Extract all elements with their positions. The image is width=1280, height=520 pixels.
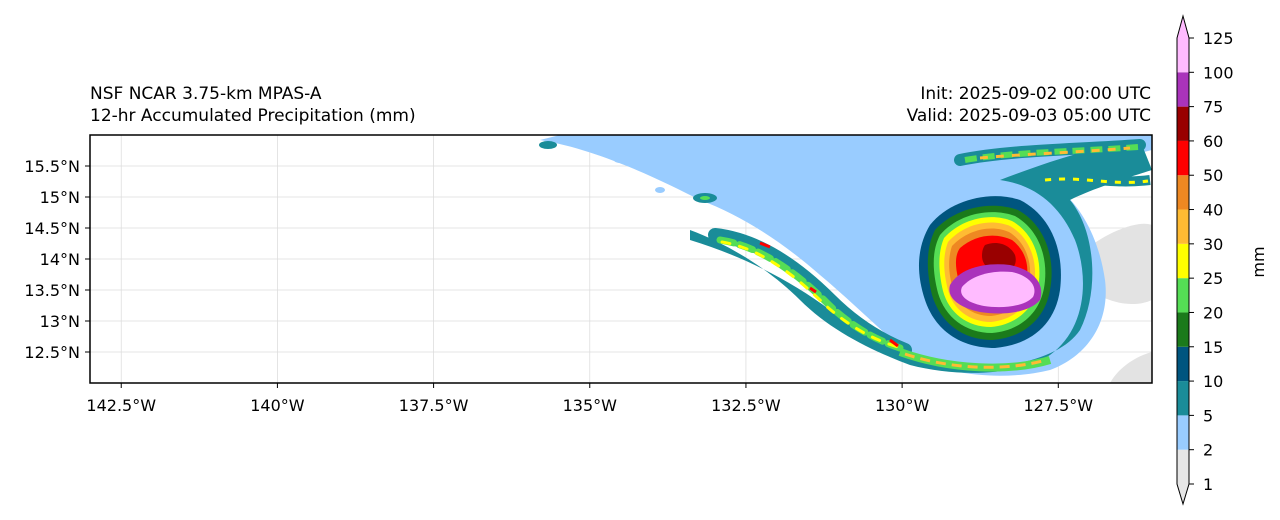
lat-tick-label: 12.5°N	[24, 343, 80, 362]
colorbar-tick-label: 30	[1203, 235, 1223, 254]
colorbar-segment	[1177, 415, 1189, 450]
init-time-label: Init: 2025-09-02 00:00 UTC	[920, 84, 1151, 104]
lon-tick-label: 137.5°W	[399, 396, 469, 415]
colorbar-tick-label: 125	[1203, 29, 1234, 48]
colorbar-tick-label: 20	[1203, 303, 1223, 322]
colorbar-segment	[1177, 175, 1189, 210]
precipitation-field	[539, 135, 1152, 383]
colorbar-segment	[1177, 16, 1189, 73]
colorbar-tick-label: 1	[1203, 475, 1213, 494]
map-subtitle: 12-hr Accumulated Precipitation (mm)	[90, 106, 416, 126]
colorbar-tick-label: 40	[1203, 201, 1223, 220]
colorbar-tick-label: 2	[1203, 441, 1213, 460]
colorbar-segment	[1177, 449, 1189, 504]
colorbar-segment	[1177, 312, 1189, 347]
map-title: NSF NCAR 3.75-km MPAS-A	[90, 84, 322, 104]
lat-tick-label: 14°N	[40, 250, 80, 269]
colorbar-label: mm	[1249, 246, 1268, 277]
colorbar-segment	[1177, 140, 1189, 176]
colorbar-tick-label: 10	[1203, 372, 1223, 391]
colorbar-tick-label: 60	[1203, 132, 1223, 151]
lon-tick-label: 135°W	[563, 396, 618, 415]
lon-tick-label: 130°W	[875, 396, 930, 415]
lat-tick-label: 13°N	[40, 312, 80, 331]
colorbar-segment	[1177, 72, 1189, 107]
colorbar-segment	[1177, 209, 1189, 244]
colorbar-tick-label: 15	[1203, 338, 1223, 357]
colorbar-segment	[1177, 346, 1189, 382]
rainband-streaks	[539, 139, 1151, 372]
colorbar-segment	[1177, 243, 1189, 279]
colorbar-segment	[1177, 106, 1189, 141]
lat-tick-label: 14.5°N	[24, 219, 80, 238]
lat-tick-label: 15.5°N	[24, 157, 80, 176]
precip-contour-1mm-se	[1110, 352, 1152, 383]
colorbar-tick-label: 75	[1203, 98, 1223, 117]
lon-tick-label: 132.5°W	[711, 396, 781, 415]
lat-tick-label: 15°N	[40, 188, 80, 207]
valid-time-label: Valid: 2025-09-03 05:00 UTC	[906, 106, 1151, 126]
lon-tick-label: 140°W	[250, 396, 305, 415]
colorbar-tick-label: 100	[1203, 63, 1234, 82]
colorbar-segment	[1177, 278, 1189, 313]
colorbar-tick-label: 50	[1203, 166, 1223, 185]
precip-contour-5mm	[690, 140, 1152, 373]
colorbar-tick-label: 5	[1203, 406, 1213, 425]
precip-contour-100mm	[961, 271, 1035, 308]
lat-tick-label: 13.5°N	[24, 281, 80, 300]
colorbar-tick-label: 25	[1203, 269, 1223, 288]
colorbar-segment	[1177, 381, 1189, 416]
lon-tick-label: 142.5°W	[86, 396, 156, 415]
axis-ticks: 142.5°W 140°W 137.5°W 135°W 132.5°W 130°W 127.…	[24, 157, 1093, 415]
lon-tick-label: 127.5°W	[1023, 396, 1093, 415]
